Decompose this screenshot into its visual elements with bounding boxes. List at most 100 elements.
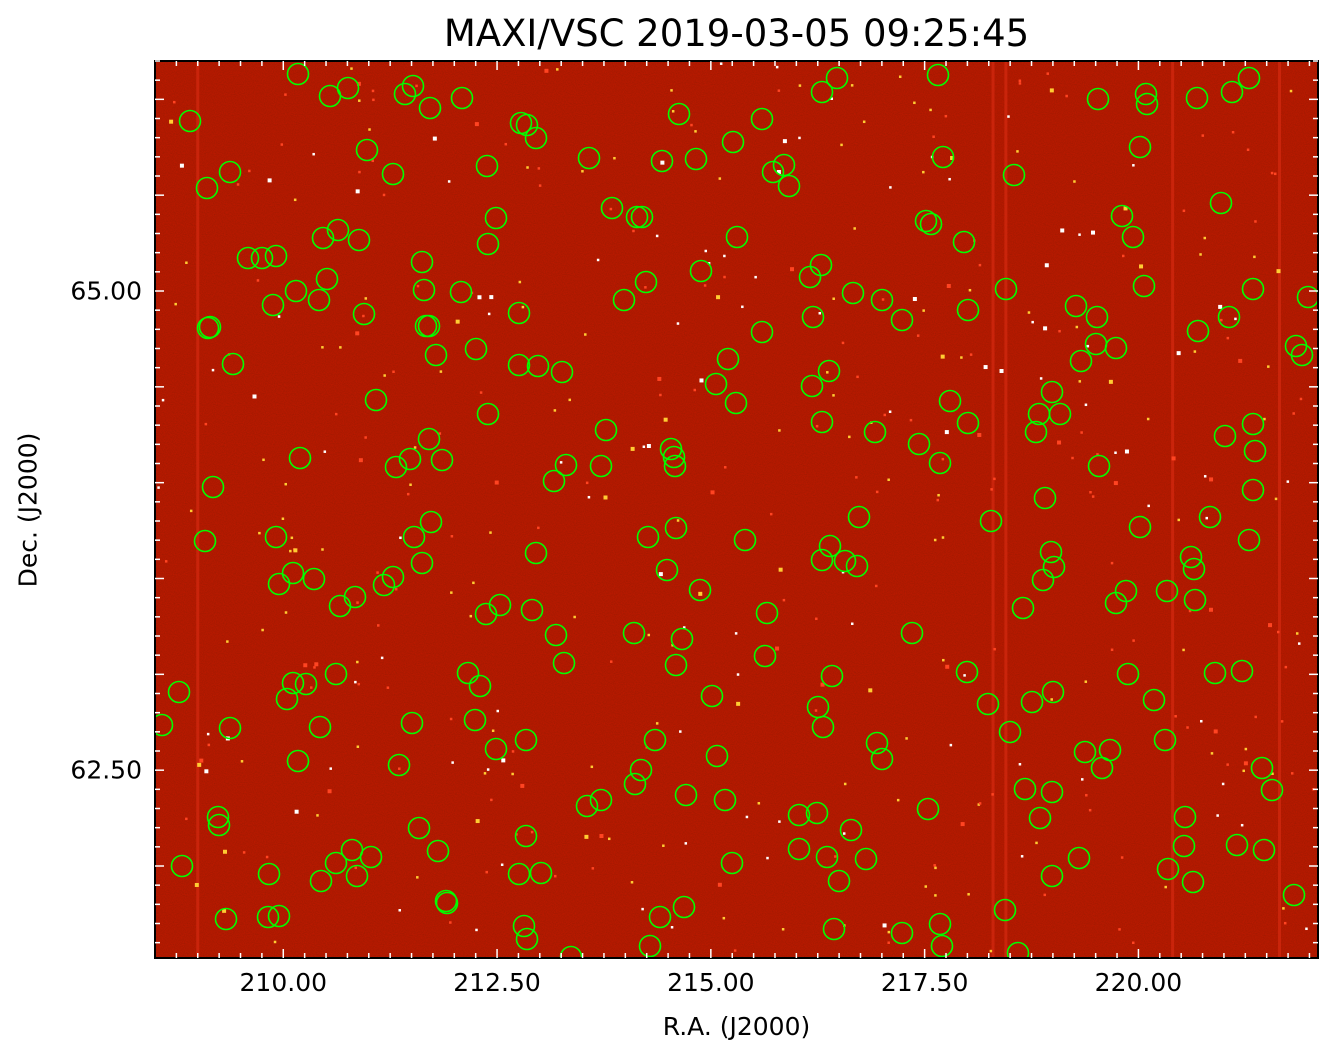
hot-pixel [438,432,442,435]
hot-pixel [169,119,174,124]
hot-pixel [882,923,887,928]
hot-pixel [240,760,244,763]
hot-pixel [929,108,932,112]
hot-pixel [1263,417,1266,421]
source-circle [900,621,924,645]
hot-pixel [1018,763,1022,766]
hot-pixel [161,398,165,402]
hot-pixel [777,89,781,92]
hot-pixel [329,767,332,770]
hot-pixel [778,429,781,432]
hot-pixel [475,819,480,824]
source-circle [311,226,335,250]
hot-pixel [491,729,495,733]
source-circle [214,907,238,931]
detector-streak [1278,61,1282,958]
hot-pixel [469,614,473,618]
hot-pixel [1084,680,1088,683]
source-circle [845,554,869,578]
source-circle [815,845,839,869]
hot-pixel [670,926,674,929]
source-circle [1039,540,1063,564]
hot-pixel [949,743,953,747]
source-circle [1252,838,1276,862]
source-circle [286,749,310,773]
hot-pixel [977,803,981,806]
source-circle [529,861,553,885]
source-circle [488,593,512,617]
hot-pixel [273,940,277,944]
hot-pixel [776,170,781,175]
source-circle [294,672,318,696]
hot-pixel [179,163,184,168]
hot-pixel [848,435,851,439]
hot-pixel [657,376,662,381]
hot-pixel [262,458,265,462]
hot-pixel [483,772,487,775]
hot-pixel [394,587,398,591]
hot-pixel [1240,823,1244,827]
hot-pixel [1044,263,1049,268]
source-circle [1186,319,1210,343]
hot-pixel [354,866,357,870]
hot-pixel [290,536,294,540]
source-circle [476,232,500,256]
source-circle [787,837,811,861]
hot-pixel [1276,269,1281,274]
source-circle [430,448,454,472]
source-circle [1241,478,1265,502]
hot-pixel [1203,236,1207,240]
source-circle [724,391,748,415]
hot-pixel [1182,648,1185,652]
hot-pixel [1016,150,1019,153]
hot-pixel [185,261,188,264]
hot-pixel [671,644,674,647]
hot-pixel [826,371,829,374]
source-circle [167,680,191,704]
hot-pixel [489,531,492,534]
source-circle [916,797,940,821]
source-circle [1142,688,1166,712]
source-circle [704,372,728,396]
hot-pixel [256,279,260,282]
hot-pixel [934,894,937,897]
source-circle [475,154,499,178]
hot-pixel [406,492,410,496]
source-circle [1024,420,1048,444]
hot-pixel [820,682,825,687]
hot-pixel [450,591,453,594]
hot-pixel [1254,220,1257,223]
hot-pixel [932,135,935,138]
source-circle [648,905,672,929]
hot-pixel [553,409,557,412]
source-circle [630,205,654,229]
hot-pixel [1046,72,1050,75]
hot-pixel [450,535,454,538]
source-circle [1203,661,1227,685]
source-circle [1087,454,1111,478]
hot-pixel [883,413,887,417]
source-circle [264,244,288,268]
hot-pixel [265,855,269,859]
source-circle [1217,305,1241,329]
hot-pixel [1177,518,1180,522]
hot-pixel [358,170,361,174]
source-circle [1048,402,1072,426]
source-circle [524,541,548,565]
hot-pixel [1283,921,1287,925]
hot-pixel [1096,453,1099,456]
hot-pixel [856,375,859,379]
hot-pixel [355,189,360,194]
hot-pixel [950,155,955,160]
hot-pixel [204,769,209,774]
hot-pixel [392,370,395,374]
hot-pixel [905,737,908,740]
hot-pixel [280,143,284,146]
source-circle [345,864,369,888]
hot-pixel [1113,481,1118,486]
source-circle [1006,941,1030,958]
source-circle [343,585,367,609]
hot-pixel [1114,451,1117,454]
source-circle [1067,846,1091,870]
hot-pixel [252,394,257,399]
